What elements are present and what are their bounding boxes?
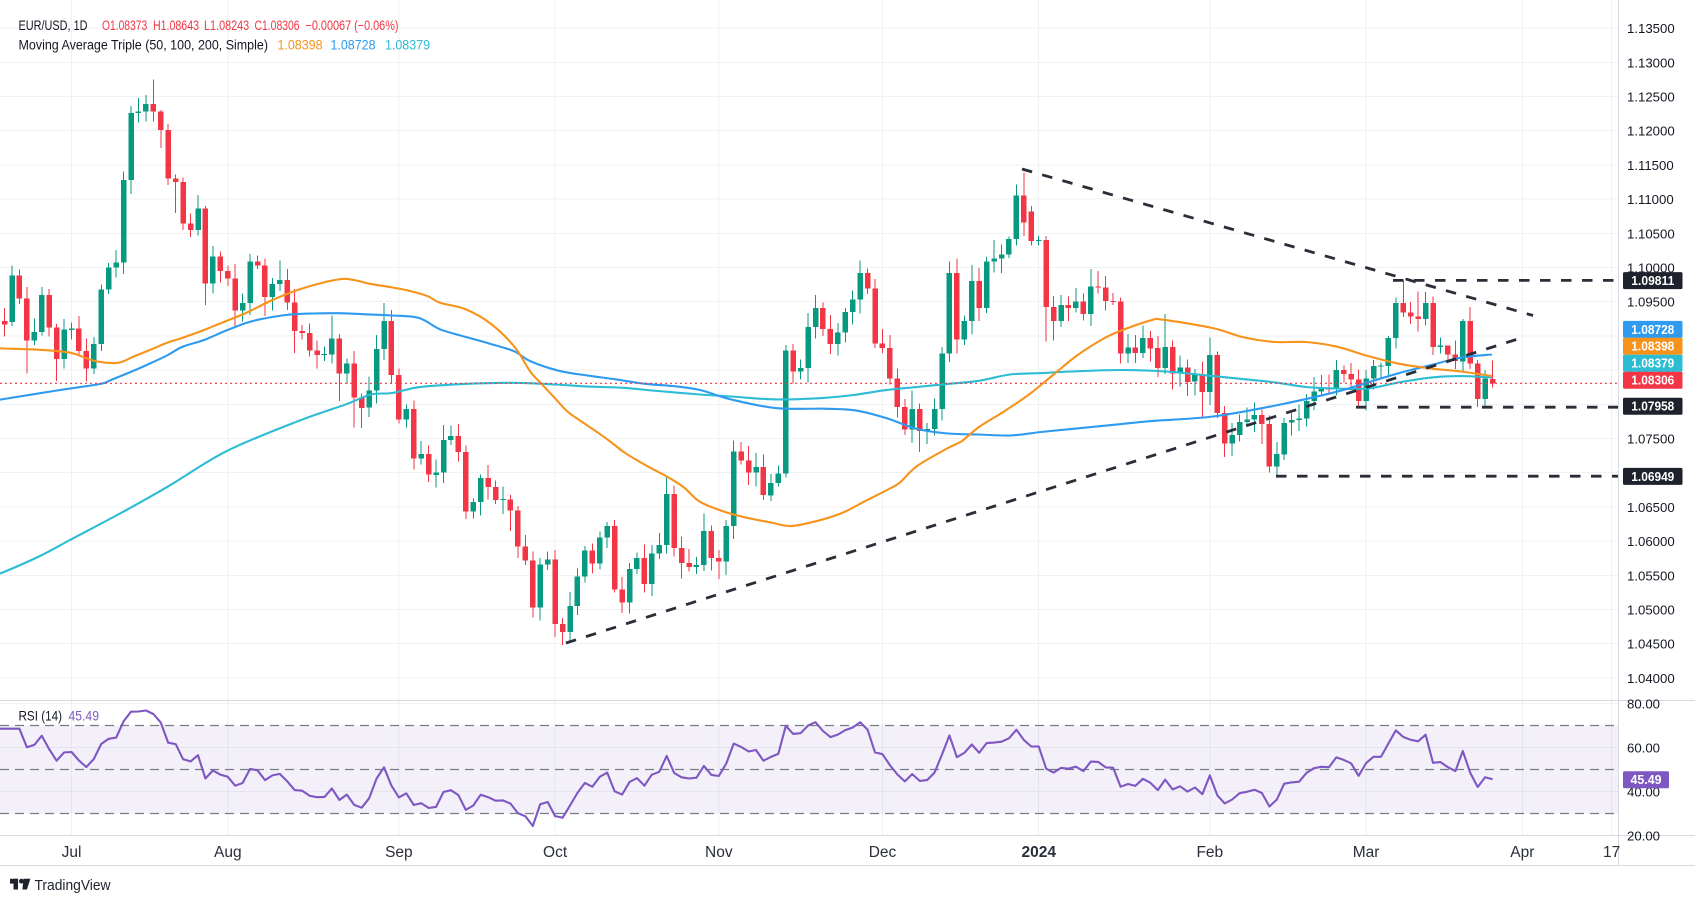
svg-text:1.11000: 1.11000 xyxy=(1627,192,1674,207)
svg-text:L1.08243: L1.08243 xyxy=(204,18,249,33)
svg-text:RSI (14): RSI (14) xyxy=(19,709,63,724)
svg-text:1.10500: 1.10500 xyxy=(1627,226,1675,241)
svg-text:1.09811: 1.09811 xyxy=(1631,274,1674,288)
svg-text:C1.08306: C1.08306 xyxy=(255,18,300,33)
svg-text:1.08728: 1.08728 xyxy=(331,38,376,53)
svg-text:1.06949: 1.06949 xyxy=(1631,470,1674,484)
svg-text:Oct: Oct xyxy=(543,844,568,861)
svg-text:80.00: 80.00 xyxy=(1627,697,1660,712)
svg-text:1.08398: 1.08398 xyxy=(278,38,323,53)
svg-text:1.12500: 1.12500 xyxy=(1627,90,1675,105)
svg-text:Jul: Jul xyxy=(62,844,82,861)
svg-text:1.09500: 1.09500 xyxy=(1627,295,1675,310)
svg-text:Apr: Apr xyxy=(1510,844,1534,861)
svg-text:TradingView: TradingView xyxy=(35,877,111,894)
svg-text:1.11500: 1.11500 xyxy=(1627,158,1674,173)
svg-text:1.06500: 1.06500 xyxy=(1627,500,1675,515)
svg-text:1.07500: 1.07500 xyxy=(1627,432,1675,447)
svg-text:1.05500: 1.05500 xyxy=(1627,568,1675,583)
svg-text:−0.00067 (−0.06%): −0.00067 (−0.06%) xyxy=(306,18,399,33)
svg-text:Aug: Aug xyxy=(214,844,242,861)
svg-text:45.49: 45.49 xyxy=(69,709,100,724)
svg-text:Feb: Feb xyxy=(1196,844,1223,861)
svg-text:EUR/USD, 1D: EUR/USD, 1D xyxy=(19,18,88,33)
svg-text:1.08728: 1.08728 xyxy=(1631,323,1674,337)
svg-text:H1.08643: H1.08643 xyxy=(153,18,199,33)
svg-text:17: 17 xyxy=(1603,844,1620,861)
svg-text:2024: 2024 xyxy=(1021,844,1056,861)
svg-text:1.08398: 1.08398 xyxy=(1631,340,1674,354)
svg-text:45.49: 45.49 xyxy=(1631,773,1662,787)
svg-text:1.06000: 1.06000 xyxy=(1627,534,1675,549)
svg-text:1.04000: 1.04000 xyxy=(1627,671,1675,686)
svg-text:O1.08373: O1.08373 xyxy=(102,18,147,33)
svg-text:20.00: 20.00 xyxy=(1627,829,1660,844)
svg-text:1.05000: 1.05000 xyxy=(1627,603,1675,618)
svg-text:1.13500: 1.13500 xyxy=(1627,21,1675,36)
svg-text:1.08379: 1.08379 xyxy=(385,38,430,53)
svg-text:Dec: Dec xyxy=(869,844,897,861)
svg-text:1.10000: 1.10000 xyxy=(1627,261,1675,276)
svg-text:Nov: Nov xyxy=(705,844,733,861)
svg-text:Moving Average Triple (50, 100: Moving Average Triple (50, 100, 200, Sim… xyxy=(19,38,269,53)
svg-text:1.07958: 1.07958 xyxy=(1631,400,1674,414)
svg-text:1.13000: 1.13000 xyxy=(1627,55,1675,70)
svg-text:Mar: Mar xyxy=(1353,844,1380,861)
svg-text:1.12000: 1.12000 xyxy=(1627,124,1675,139)
svg-text:1.08306: 1.08306 xyxy=(1631,374,1674,388)
svg-text:1.08379: 1.08379 xyxy=(1631,357,1674,371)
svg-text:60.00: 60.00 xyxy=(1627,741,1660,756)
svg-text:1.04500: 1.04500 xyxy=(1627,637,1675,652)
svg-text:Sep: Sep xyxy=(385,844,413,861)
